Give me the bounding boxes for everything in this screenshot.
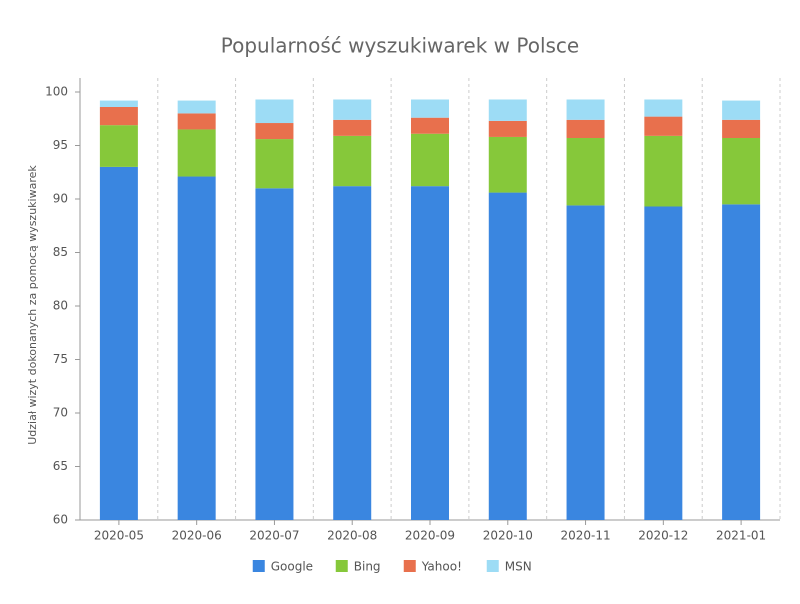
y-tick-label: 75	[53, 352, 68, 366]
bar-segment	[722, 204, 761, 520]
bar-segment	[566, 99, 605, 120]
bar-segment	[255, 188, 294, 521]
x-tick-label: 2020-10	[483, 529, 533, 543]
y-tick-label: 85	[53, 245, 68, 259]
bar-segment	[411, 99, 449, 118]
bar-segment	[99, 100, 138, 107]
bar-segment	[722, 119, 761, 139]
x-tick-label: 2020-07	[249, 529, 299, 543]
bar-segment	[177, 100, 216, 114]
legend-swatch	[252, 560, 265, 572]
legend-swatch	[486, 560, 499, 572]
bar-segment	[722, 100, 761, 120]
bar-segment	[488, 120, 527, 137]
bar-segment	[644, 99, 683, 117]
x-tick-label: 2020-06	[172, 529, 222, 543]
bar-segment	[644, 116, 683, 136]
bar-segment	[722, 138, 761, 205]
x-tick-label: 2020-11	[560, 529, 610, 543]
bar-segment	[177, 129, 216, 177]
bar-segment	[644, 135, 683, 207]
y-tick-label: 70	[53, 406, 68, 420]
bar-segment	[333, 186, 372, 520]
legend-label: Bing	[354, 560, 381, 574]
y-tick-label: 80	[53, 299, 68, 313]
bar-segment	[255, 139, 294, 189]
x-tick-label: 2020-08	[327, 529, 377, 543]
bar-segment	[177, 176, 216, 520]
y-tick-label: 95	[53, 138, 68, 152]
y-tick-label: 60	[53, 513, 68, 527]
bar-segment	[333, 99, 372, 120]
bar-segment	[411, 186, 449, 520]
legend-swatch	[403, 560, 416, 572]
bar-segment	[333, 119, 372, 136]
bar-segment	[566, 119, 605, 139]
bar-segment	[566, 138, 605, 206]
bar-segment	[255, 99, 294, 124]
bar-segment	[411, 117, 449, 134]
chart-title: Popularność wyszukiwarek w Polsce	[221, 34, 579, 58]
bar-segment	[255, 123, 294, 140]
bar-segment	[566, 205, 605, 521]
bar-segment	[99, 106, 138, 126]
bar-segment	[488, 136, 527, 193]
x-tick-label: 2020-09	[405, 529, 455, 543]
bar-segment	[99, 166, 138, 520]
x-tick-label: 2020-12	[638, 529, 688, 543]
x-tick-label: 2021-01	[716, 529, 766, 543]
legend-label: Yahoo!	[421, 560, 462, 574]
bar-segment	[177, 113, 216, 130]
legend-swatch	[335, 560, 348, 572]
y-tick-label: 90	[53, 192, 68, 206]
x-tick-label: 2020-05	[94, 529, 144, 543]
y-tick-label: 65	[53, 459, 68, 473]
bar-segment	[488, 99, 527, 121]
bar-segment	[411, 133, 449, 187]
bar-segment	[644, 206, 683, 521]
legend-label: MSN	[505, 560, 532, 574]
y-axis-label: Udział wizyt dokonanych za pomocą wyszuk…	[26, 165, 39, 445]
y-tick-label: 100	[45, 85, 68, 99]
bar-segment	[488, 192, 527, 520]
bar-segment	[99, 125, 138, 167]
bar-segment	[333, 135, 372, 187]
legend-label: Google	[271, 560, 313, 574]
